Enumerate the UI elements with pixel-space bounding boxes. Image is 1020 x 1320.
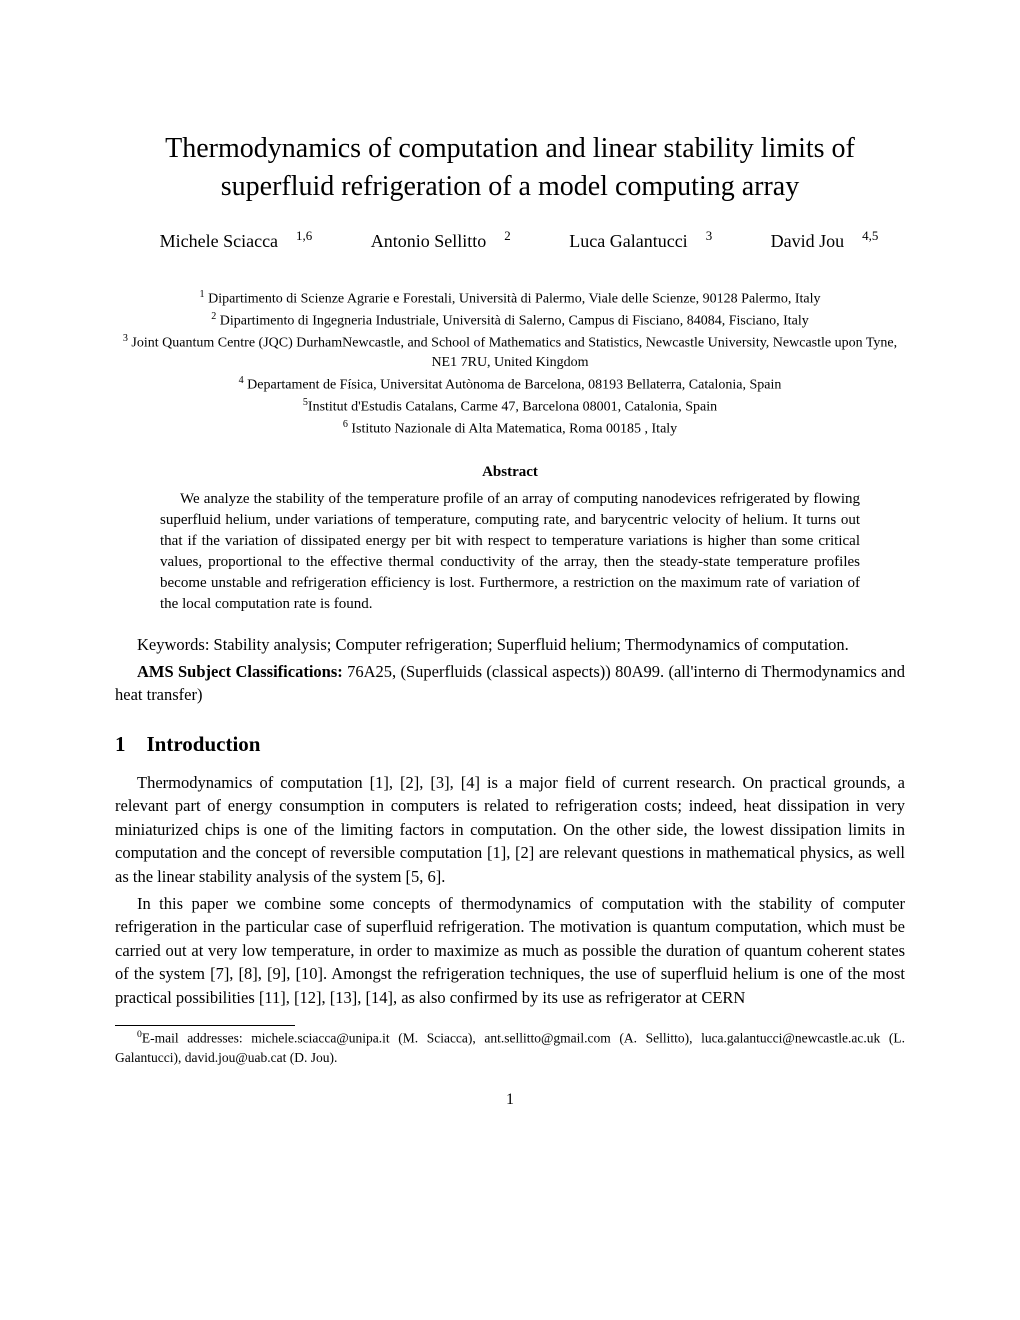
affiliation-1: 1 Dipartimento di Scienze Agrarie e Fore… — [115, 288, 905, 310]
page-number: 1 — [115, 1091, 905, 1109]
ams-label: AMS Subject Classifications: — [137, 662, 343, 681]
affiliation-4: 4 Departament de Física, Universitat Aut… — [115, 374, 905, 396]
author-2: Antonio Sellitto2 — [353, 231, 511, 251]
affiliation-6: 6 Istituto Nazionale di Alta Matematica,… — [115, 418, 905, 440]
authors-line: Michele Sciacca1,6 Antonio Sellitto2 Luc… — [115, 228, 905, 252]
paragraph-1: Thermodynamics of computation [1], [2], … — [115, 771, 905, 888]
author-1: Michele Sciacca1,6 — [142, 231, 313, 251]
abstract-heading: Abstract — [115, 464, 905, 481]
affiliation-3: 3 Joint Quantum Centre (JQC) DurhamNewca… — [115, 332, 905, 374]
footnote-rule — [115, 1025, 295, 1026]
section-number: 1 — [115, 732, 126, 756]
paragraph-2: In this paper we combine some concepts o… — [115, 892, 905, 1009]
paper-title: Thermodynamics of computation and linear… — [115, 130, 905, 206]
affiliations-block: 1 Dipartimento di Scienze Agrarie e Fore… — [115, 288, 905, 440]
author-4: David Jou4,5 — [753, 231, 879, 251]
affiliation-2: 2 Dipartimento di Ingegneria Industriale… — [115, 310, 905, 332]
ams-line: AMS Subject Classifications: 76A25, (Sup… — [115, 660, 905, 706]
section-heading: 1 Introduction — [115, 732, 905, 757]
author-3: Luca Galantucci3 — [551, 231, 712, 251]
footnote-text: 0E-mail addresses: michele.sciacca@unipa… — [115, 1028, 905, 1067]
section-title: Introduction — [147, 732, 261, 756]
abstract-text: We analyze the stability of the temperat… — [160, 489, 860, 615]
keywords-line: Keywords: Stability analysis; Computer r… — [115, 633, 905, 656]
page-container: Thermodynamics of computation and linear… — [0, 0, 1020, 1169]
affiliation-5: 5Institut d'Estudis Catalans, Carme 47, … — [115, 396, 905, 418]
